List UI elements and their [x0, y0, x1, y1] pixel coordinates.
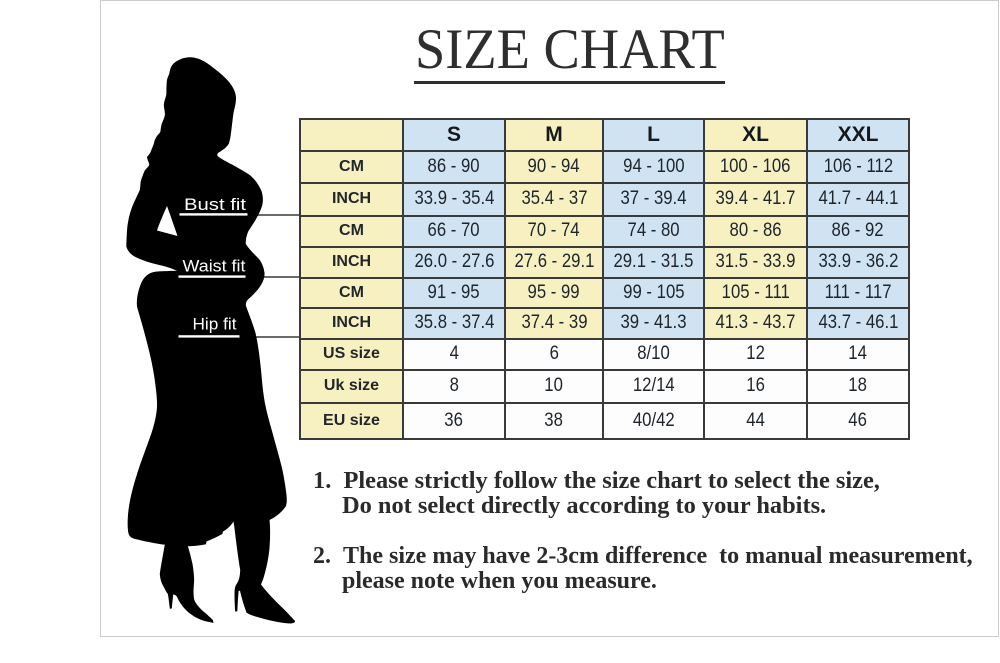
svg-text:Waist fit: Waist fit: [183, 257, 246, 276]
svg-text:Bust fit: Bust fit: [184, 195, 246, 214]
svg-text:Hip fit: Hip fit: [193, 315, 237, 334]
